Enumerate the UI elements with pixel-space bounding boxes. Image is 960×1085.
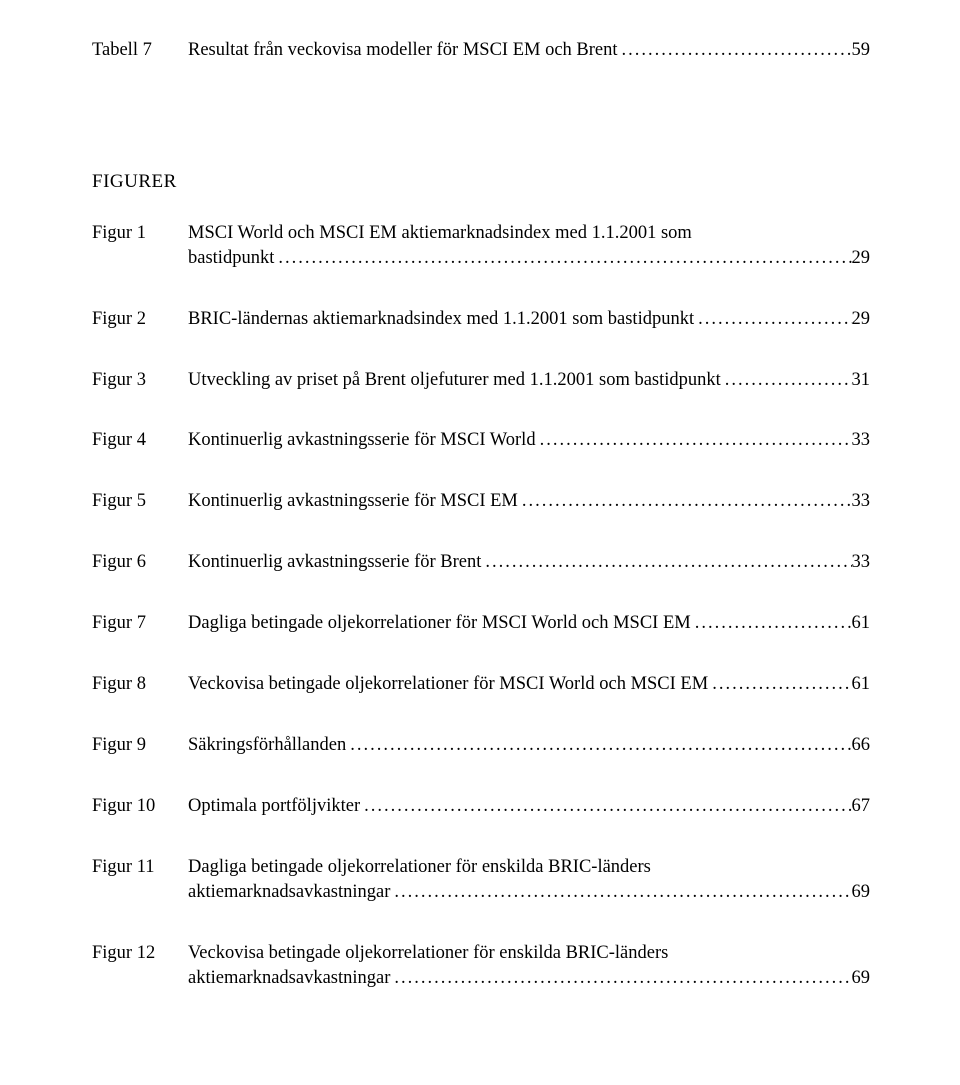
entry-title: Kontinuerlig avkastningsserie för MSCI W… xyxy=(188,428,536,453)
entry-page: 33 xyxy=(852,489,871,514)
toc-line: Tabell 7 Resultat från veckovisa modelle… xyxy=(92,38,870,63)
entry-label: Figur 9 xyxy=(92,733,188,758)
entry-label: Figur 1 xyxy=(92,221,188,246)
toc-entry-figur-1: Figur 1 MSCI World och MSCI EM aktiemark… xyxy=(92,221,870,271)
entry-page: 69 xyxy=(852,966,871,991)
entry-title-line1: MSCI World och MSCI EM aktiemarknadsinde… xyxy=(188,221,870,246)
entry-title-line2: aktiemarknadsavkastningar xyxy=(188,966,390,991)
entry-page: 29 xyxy=(852,246,871,271)
toc-entry-figur-8: Figur 8 Veckovisa betingade oljekorrelat… xyxy=(92,672,870,697)
entry-page: 33 xyxy=(852,428,871,453)
entry-page: 29 xyxy=(852,307,871,332)
entry-label: Figur 3 xyxy=(92,368,188,393)
dot-leaders: ........................................… xyxy=(274,246,851,271)
entry-page: 59 xyxy=(852,38,871,63)
entry-label: Figur 7 xyxy=(92,611,188,636)
entry-title: Veckovisa betingade oljekorrelationer fö… xyxy=(188,672,708,697)
toc-entry-figur-11: Figur 11 Dagliga betingade oljekorrelati… xyxy=(92,855,870,905)
entry-title: Utveckling av priset på Brent oljefuture… xyxy=(188,368,721,393)
entry-page: 33 xyxy=(852,550,871,575)
entry-title-line2: bastidpunkt xyxy=(188,246,274,271)
entry-label: Figur 11 xyxy=(92,855,188,880)
entry-title-line2: aktiemarknadsavkastningar xyxy=(188,880,390,905)
entry-label: Figur 8 xyxy=(92,672,188,697)
toc-entry-figur-6: Figur 6 Kontinuerlig avkastningsserie fö… xyxy=(92,550,870,575)
dot-leaders: ........................................… xyxy=(691,611,852,636)
dot-leaders: ........................................… xyxy=(346,733,851,758)
entry-title: Kontinuerlig avkastningsserie för MSCI E… xyxy=(188,489,518,514)
toc-entry-figur-12: Figur 12 Veckovisa betingade oljekorrela… xyxy=(92,941,870,991)
section-gap xyxy=(92,99,870,169)
entry-title: Dagliga betingade oljekorrelationer för … xyxy=(188,611,691,636)
entry-label: Figur 5 xyxy=(92,489,188,514)
entry-label: Tabell 7 xyxy=(92,38,188,63)
toc-entry-figur-5: Figur 5 Kontinuerlig avkastningsserie fö… xyxy=(92,489,870,514)
toc-entry-figur-2: Figur 2 BRIC-ländernas aktiemarknadsinde… xyxy=(92,307,870,332)
entry-label: Figur 10 xyxy=(92,794,188,819)
toc-entry-figur-9: Figur 9 Säkringsförhållanden ...........… xyxy=(92,733,870,758)
toc-entry-tabell-7: Tabell 7 Resultat från veckovisa modelle… xyxy=(92,38,870,63)
dot-leaders: ........................................… xyxy=(390,880,851,905)
dot-leaders: ........................................… xyxy=(390,966,851,991)
dot-leaders: ........................................… xyxy=(518,489,852,514)
entry-page: 66 xyxy=(852,733,871,758)
entry-label: Figur 4 xyxy=(92,428,188,453)
entry-title: Säkringsförhållanden xyxy=(188,733,346,758)
entry-page: 31 xyxy=(852,368,871,393)
dot-leaders: ........................................… xyxy=(721,368,852,393)
dot-leaders: ........................................… xyxy=(618,38,852,63)
entry-title-line1: Dagliga betingade oljekorrelationer för … xyxy=(188,855,870,880)
entry-title: BRIC-ländernas aktiemarknadsindex med 1.… xyxy=(188,307,694,332)
toc-entry-figur-10: Figur 10 Optimala portföljvikter .......… xyxy=(92,794,870,819)
section-heading-figurer: FIGURER xyxy=(92,169,870,195)
toc-entry-figur-3: Figur 3 Utveckling av priset på Brent ol… xyxy=(92,368,870,393)
dot-leaders: ........................................… xyxy=(360,794,851,819)
entry-page: 67 xyxy=(852,794,871,819)
entry-title: Optimala portföljvikter xyxy=(188,794,360,819)
entry-label: Figur 12 xyxy=(92,941,188,966)
entry-label: Figur 6 xyxy=(92,550,188,575)
heading-gap xyxy=(92,195,870,221)
entry-page: 61 xyxy=(852,672,871,697)
dot-leaders: ........................................… xyxy=(481,550,851,575)
entry-title: Resultat från veckovisa modeller för MSC… xyxy=(188,38,618,63)
entry-title: Kontinuerlig avkastningsserie för Brent xyxy=(188,550,481,575)
toc-entry-figur-4: Figur 4 Kontinuerlig avkastningsserie fö… xyxy=(92,428,870,453)
entry-page: 61 xyxy=(852,611,871,636)
toc-entry-figur-7: Figur 7 Dagliga betingade oljekorrelatio… xyxy=(92,611,870,636)
dot-leaders: ........................................… xyxy=(708,672,851,697)
dot-leaders: ........................................… xyxy=(694,307,851,332)
dot-leaders: ........................................… xyxy=(536,428,852,453)
entry-title-line1: Veckovisa betingade oljekorrelationer fö… xyxy=(188,941,870,966)
entry-page: 69 xyxy=(852,880,871,905)
entry-label: Figur 2 xyxy=(92,307,188,332)
